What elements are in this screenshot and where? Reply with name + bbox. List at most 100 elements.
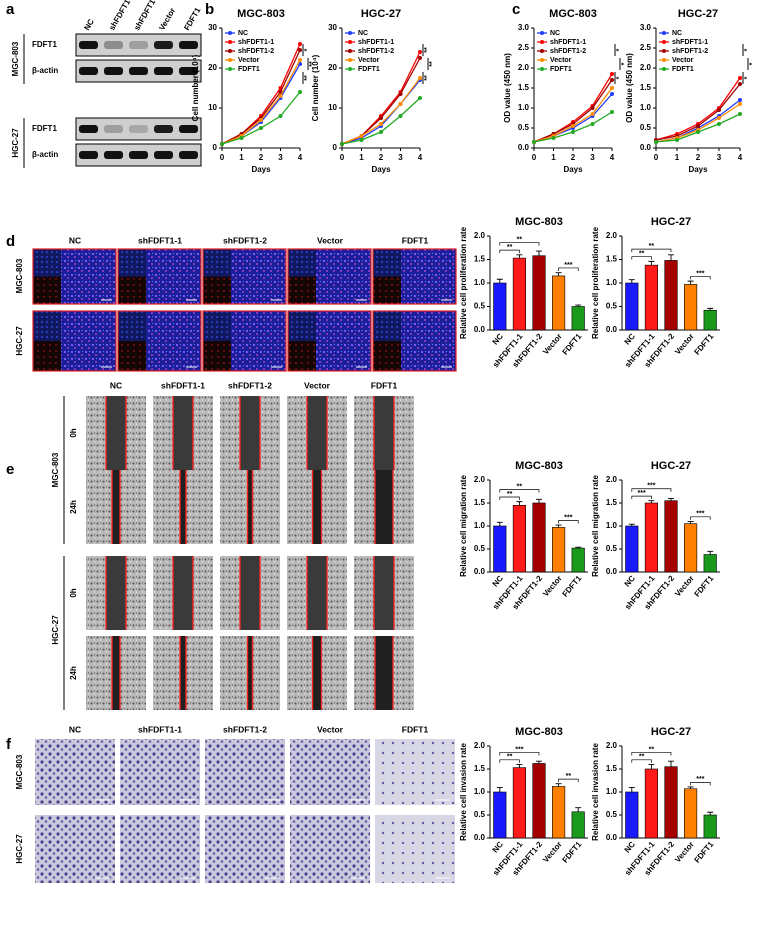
y-axis-label: Relative cell proliferation rate: [459, 226, 468, 339]
legend-marker: [662, 67, 666, 71]
series-point: [571, 124, 575, 128]
sig-bracket: [558, 520, 579, 524]
bar: [512, 767, 526, 839]
invasion-image: [120, 815, 200, 883]
blot-band: [154, 125, 173, 133]
y-tick-label: 2.0: [606, 475, 618, 484]
sig-bracket: [499, 496, 520, 501]
wound-gap: [375, 636, 393, 710]
sig-bracket: [558, 778, 579, 783]
series-point: [418, 96, 422, 100]
y-tick-label: 1.0: [606, 521, 618, 530]
blot-band: [79, 125, 98, 133]
wound-gap: [374, 396, 394, 470]
legend-marker: [348, 49, 352, 53]
x-tick-label: FDFT1: [560, 839, 583, 864]
bar: [625, 282, 639, 331]
legend-label: FDFT1: [672, 66, 694, 73]
y-tick-label: 1.5: [606, 764, 618, 773]
image-small-blue: [118, 311, 146, 341]
wound-gap: [173, 396, 193, 470]
error-bar: [575, 807, 582, 812]
x-tick-label: 2: [379, 153, 384, 162]
wound-gap: [106, 556, 126, 630]
y-tick-label: 1.5: [474, 764, 486, 773]
error-bar: [516, 254, 523, 259]
legend-label: NC: [238, 30, 248, 37]
invasion-image: [205, 815, 285, 883]
series-line: [341, 97, 421, 145]
wound-gap: [247, 636, 253, 710]
blot-strip: [75, 117, 202, 141]
x-axis-label: Days: [251, 165, 271, 174]
bar: [532, 763, 546, 839]
x-tick-label: 2: [571, 153, 576, 162]
series-point: [418, 56, 422, 60]
wound-gap: [240, 556, 260, 630]
x-tick-label: 2: [696, 153, 701, 162]
y-tick-label: 0: [333, 143, 338, 152]
row-label: MGC-803: [51, 452, 60, 487]
y-tick-label: 0.5: [606, 544, 618, 553]
sig-label: *: [616, 48, 623, 51]
invasion-image: [375, 815, 455, 883]
bar: [552, 275, 566, 331]
y-tick-label: 2.0: [640, 63, 652, 72]
sig-bracket: [631, 759, 652, 763]
bar: [684, 788, 698, 839]
bar: [703, 309, 717, 331]
time-label: 0h: [69, 588, 78, 597]
series-point: [359, 134, 364, 138]
series-line: [341, 79, 421, 145]
bar: [703, 554, 717, 573]
time-label: 0h: [69, 428, 78, 437]
sig-bracket: [499, 249, 520, 254]
legend-marker: [540, 58, 544, 62]
y-tick-label: 2.0: [606, 741, 618, 750]
sig-label: ***: [638, 490, 646, 497]
bar: [493, 282, 507, 331]
x-tick-label: 4: [418, 153, 423, 162]
legend-marker: [662, 40, 666, 44]
y-tick-label: 20: [328, 63, 337, 72]
y-tick-label: 2.0: [474, 741, 486, 750]
y-tick-label: 2.5: [640, 43, 652, 52]
y-tick-label: 3.0: [518, 23, 530, 32]
blot-row-label: β-actin: [32, 66, 58, 75]
image-small-red: [373, 341, 401, 371]
blot-band: [154, 67, 173, 75]
column-header: Vector: [317, 235, 344, 245]
chart-title: MGC-803: [237, 8, 285, 20]
wound-gap: [180, 470, 186, 544]
image-small-blue: [373, 249, 401, 277]
invasion-image: [120, 739, 200, 805]
y-tick-label: 0.5: [474, 544, 486, 553]
sig-bracket: [499, 489, 540, 493]
image-merge: [401, 311, 456, 371]
y-tick-label: 0.5: [474, 810, 486, 819]
series-point: [298, 90, 302, 94]
sig-bracket: [558, 267, 579, 271]
y-tick-label: 0.0: [518, 143, 530, 152]
sig-bracket: [631, 248, 672, 253]
error-bar: [687, 786, 694, 789]
image-small-red: [118, 276, 146, 304]
sig-label: **: [649, 243, 655, 250]
blot-band: [179, 151, 198, 159]
y-tick-label: 1.0: [474, 787, 486, 796]
error-bar: [648, 763, 655, 769]
column-header: FDFT1: [402, 724, 429, 734]
bar: [493, 791, 507, 839]
image-small-blue: [373, 311, 401, 341]
sig-label: **: [507, 491, 513, 498]
series-point: [259, 118, 263, 122]
blot-band: [104, 125, 123, 133]
sig-label: **: [507, 244, 513, 251]
series-point: [278, 114, 283, 118]
sig-label: *: [621, 62, 628, 65]
legend-label: shFDFT1-2: [358, 48, 394, 55]
panel-label: d: [6, 233, 15, 250]
series-point: [610, 78, 614, 82]
bar: [571, 306, 585, 331]
chart-title: HGC-27: [361, 8, 401, 20]
